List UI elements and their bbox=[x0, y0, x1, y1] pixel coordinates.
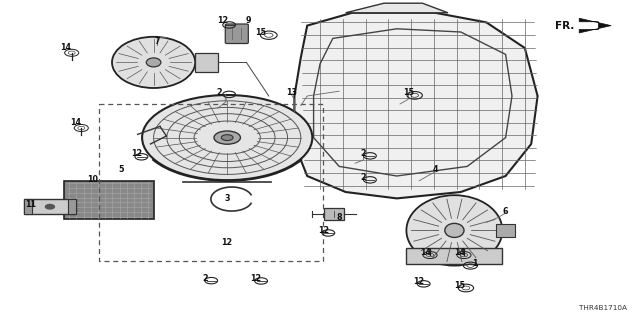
Bar bbox=[406, 248, 502, 264]
Bar bbox=[68, 199, 76, 214]
Ellipse shape bbox=[147, 58, 161, 67]
Text: 9: 9 bbox=[246, 16, 251, 25]
Text: 5: 5 bbox=[119, 165, 124, 174]
Text: 6: 6 bbox=[503, 207, 508, 216]
Text: 14: 14 bbox=[70, 118, 81, 127]
Bar bbox=[195, 53, 218, 72]
Polygon shape bbox=[294, 13, 538, 198]
Text: 2: 2 bbox=[361, 149, 366, 158]
Bar bbox=[324, 208, 344, 220]
Text: FR.: FR. bbox=[555, 20, 574, 31]
Ellipse shape bbox=[406, 195, 502, 266]
Text: 15: 15 bbox=[454, 281, 465, 290]
Text: 14: 14 bbox=[420, 248, 431, 257]
Text: 14: 14 bbox=[454, 248, 465, 257]
Text: THR4B1710A: THR4B1710A bbox=[579, 305, 627, 311]
Text: 1: 1 bbox=[472, 260, 477, 268]
Bar bbox=[64, 181, 154, 219]
Ellipse shape bbox=[445, 223, 464, 237]
Ellipse shape bbox=[112, 37, 195, 88]
Text: 15: 15 bbox=[255, 28, 267, 37]
Bar bbox=[24, 199, 76, 214]
Text: 13: 13 bbox=[285, 88, 297, 97]
Text: 15: 15 bbox=[403, 88, 414, 97]
Bar bbox=[496, 224, 515, 237]
Text: 2: 2 bbox=[216, 88, 221, 97]
Bar bbox=[24, 199, 32, 214]
Text: 12: 12 bbox=[217, 16, 228, 25]
Circle shape bbox=[214, 131, 241, 144]
Text: 11: 11 bbox=[25, 200, 36, 209]
Circle shape bbox=[45, 204, 54, 209]
Text: 14: 14 bbox=[60, 43, 72, 52]
Text: 3: 3 bbox=[225, 194, 230, 203]
Text: 7: 7 bbox=[154, 37, 159, 46]
Circle shape bbox=[221, 135, 233, 140]
Polygon shape bbox=[579, 18, 611, 33]
Text: 12: 12 bbox=[221, 238, 233, 247]
Text: 4: 4 bbox=[433, 165, 438, 174]
Text: 2: 2 bbox=[361, 173, 366, 182]
Circle shape bbox=[142, 95, 312, 180]
Text: 8: 8 bbox=[337, 213, 342, 222]
Text: 2: 2 bbox=[202, 274, 207, 283]
Text: 12: 12 bbox=[318, 226, 330, 235]
Text: 12: 12 bbox=[131, 149, 142, 158]
Bar bbox=[99, 104, 323, 261]
FancyBboxPatch shape bbox=[225, 24, 248, 44]
Polygon shape bbox=[346, 3, 448, 13]
Text: 12: 12 bbox=[250, 274, 262, 283]
Text: 12: 12 bbox=[413, 277, 425, 286]
Text: 10: 10 bbox=[87, 175, 99, 184]
